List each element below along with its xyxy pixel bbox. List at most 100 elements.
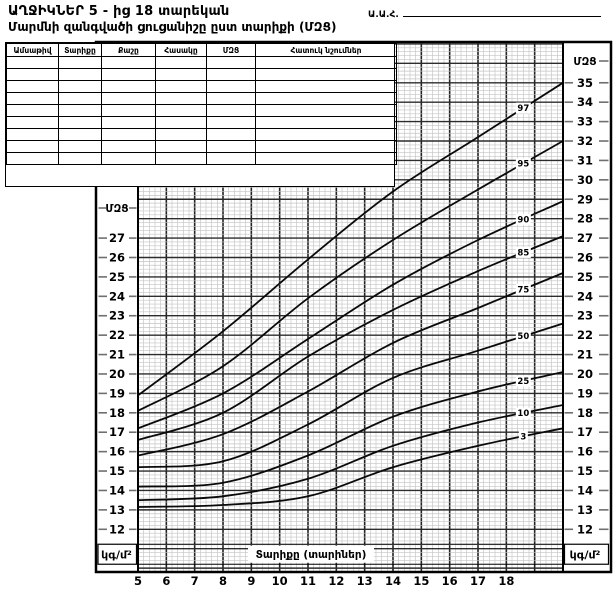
y-tick-right: 26 [577, 250, 593, 264]
y-tick-right: 31 [577, 153, 593, 167]
table-cell [101, 104, 156, 117]
table-cell [255, 140, 397, 153]
y-tick-right: 19 [577, 386, 593, 400]
percentile-label-90: 90 [517, 215, 529, 225]
y-tick-right: 28 [577, 212, 593, 226]
table-cell [101, 92, 156, 105]
table-header-row: Ամսաթիվ Տարիքը Քաշը Հասակը ՄԶՑ Հատուկ նշումնե… [6, 43, 397, 57]
table-cell [6, 128, 59, 141]
table-cell [6, 104, 59, 117]
table-row [6, 116, 397, 129]
y-tick-left: 23 [109, 309, 125, 323]
y-tick-right: 13 [577, 503, 593, 517]
x-axis-ticks: 5 6 7 8 9 10 11 12 13 14 15 16 17 18 [134, 574, 514, 588]
y-tick-left: 13 [109, 503, 125, 517]
x-tick: 17 [470, 574, 486, 588]
y-tick-left: 16 [109, 445, 125, 459]
y-tick-right: 33 [577, 115, 593, 129]
y-tick-right: 29 [577, 192, 593, 206]
x-tick: 9 [247, 574, 255, 588]
percentile-curve-10 [138, 404, 563, 502]
name-field: Ա.Ա.Հ. [368, 6, 601, 20]
percentile-curve-85 [138, 235, 563, 441]
y-tick-left: 18 [109, 406, 125, 420]
y-axis-right: 35 34 33 32 31 30 29 28 27 26 25 24 23 22 21 20 19 18 17 16… [564, 56, 609, 536]
table-cell [255, 128, 397, 141]
table-cell [58, 128, 102, 141]
table-cell [6, 152, 59, 165]
y-tick-right: 34 [577, 95, 593, 109]
table-cell [206, 56, 256, 69]
table-cell [206, 68, 256, 81]
y-tick-right: 17 [577, 425, 593, 439]
y-tick-right: 30 [577, 173, 593, 187]
y-tick-left: 12 [109, 522, 125, 536]
name-field-label: Ա.Ա.Հ. [368, 10, 399, 20]
table-cell [255, 152, 397, 165]
table-cell [58, 80, 102, 93]
table-cell [155, 152, 207, 165]
percentile-labels: 97 95 90 85 75 50 25 10 3 [515, 102, 531, 442]
table-cell [6, 80, 59, 93]
y-tick-left: 26 [109, 250, 125, 264]
table-cell [206, 80, 256, 93]
table-cell [255, 104, 397, 117]
y-tick-left: 24 [109, 289, 125, 303]
col-header-4: ՄԶՑ [206, 43, 256, 57]
percentile-label-85: 85 [517, 248, 529, 258]
table-cell [255, 56, 397, 69]
y-tick-left: 15 [109, 464, 125, 478]
percentile-curve-3 [138, 427, 563, 508]
percentile-label-3: 3 [520, 432, 526, 442]
y-tick-left: 14 [109, 483, 125, 497]
table-cell [6, 68, 59, 81]
y-axis-title-left: ՄԶՑ [105, 203, 128, 215]
col-header-1: Տարիքը [58, 43, 102, 57]
y-axis-left: 27 26 25 24 23 22 21 20 19 18 17 16 15 14 13 12 ՄԶՑ [98, 203, 137, 536]
table-cell [155, 116, 207, 129]
table-cell [206, 128, 256, 141]
table-cell [155, 104, 207, 117]
y-tick-left: 22 [109, 328, 125, 342]
y-tick-left: 20 [109, 367, 125, 381]
percentile-curve-50 [138, 322, 563, 469]
table-cell [155, 92, 207, 105]
table-cell [6, 140, 59, 153]
table-cell [206, 92, 256, 105]
x-tick: 13 [357, 574, 373, 588]
table-cell [58, 104, 102, 117]
table-row [6, 56, 397, 69]
percentile-curves [138, 82, 563, 508]
col-header-3: Հասակը [155, 43, 207, 57]
y-tick-right: 16 [577, 445, 593, 459]
y-tick-right: 14 [577, 483, 593, 497]
y-tick-right: 27 [577, 231, 593, 245]
col-header-0: Ամսաթիվ [6, 43, 59, 57]
table-cell [255, 80, 397, 93]
table-cell [101, 128, 156, 141]
y-tick-right: 12 [577, 522, 593, 536]
table-cell [101, 80, 156, 93]
y-tick-right: 22 [577, 328, 593, 342]
table-cell [255, 116, 397, 129]
percentile-curve-95 [138, 140, 563, 412]
y-tick-left: 17 [109, 425, 125, 439]
table-cell [255, 68, 397, 81]
y-tick-right: 25 [577, 270, 593, 284]
col-header-5: Հատուկ նշումներ [255, 43, 397, 57]
table-cell [155, 68, 207, 81]
table-cell [206, 104, 256, 117]
y-tick-left: 21 [109, 348, 125, 362]
percentile-label-75: 75 [517, 285, 529, 295]
table-cell [101, 152, 156, 165]
unit-label-left: կգ/մ² [101, 549, 132, 562]
unit-label-right: կգ/մ² [570, 549, 601, 562]
x-tick: 7 [191, 574, 199, 588]
measurements-table: Ամսաթիվ Տարիքը Քաշը Հասակը ՄԶՑ Հատուկ նշումնե… [5, 42, 397, 187]
table-cell [58, 116, 102, 129]
table-cell [206, 152, 256, 165]
table-cell [6, 116, 59, 129]
percentile-label-95: 95 [517, 160, 529, 170]
x-tick: 14 [385, 574, 401, 588]
x-tick: 16 [442, 574, 458, 588]
